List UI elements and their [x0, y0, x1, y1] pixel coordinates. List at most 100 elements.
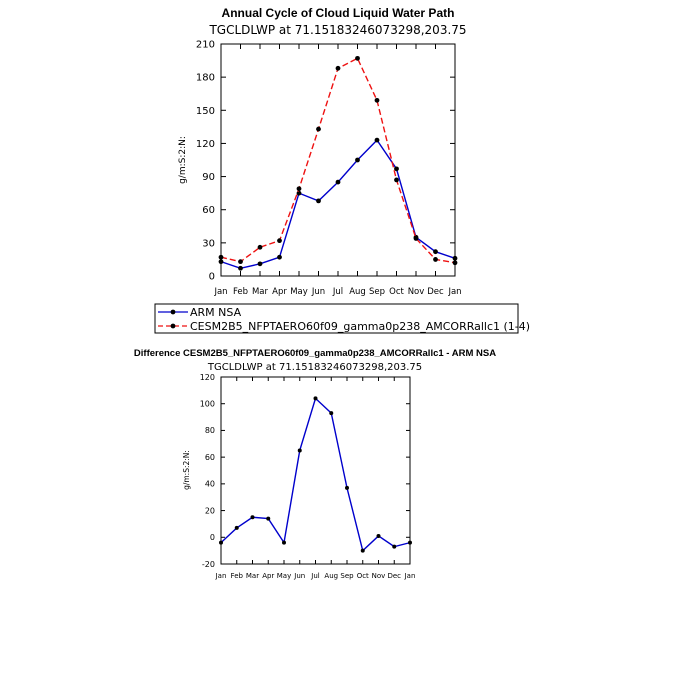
- series-1-point: [296, 186, 302, 192]
- chart1-y-ticks: 0 30 60 90 120 150 180 210: [196, 40, 455, 283]
- chart1-legend: ARM NSA CESM2B5_NFPTAERO60f09_gamma0p238…: [154, 303, 530, 334]
- series-0-point: [257, 261, 263, 267]
- series-1-point: [452, 260, 458, 266]
- series-1-point: [374, 97, 380, 103]
- x-tick-label: Jan: [213, 287, 227, 297]
- series-0-point: [234, 525, 239, 530]
- y-tick-label: 60: [205, 453, 215, 462]
- chart2-title: Difference CESM2B5_NFPTAERO60f09_gamma0p…: [134, 348, 496, 359]
- y-tick-label: -20: [202, 560, 215, 569]
- y-tick-label: 120: [200, 373, 215, 382]
- series-1-point: [277, 238, 282, 244]
- x-tick-label: Oct: [389, 287, 404, 297]
- chart2-plot-frame: [220, 376, 411, 565]
- x-tick-label: Oct: [357, 572, 369, 580]
- series-0-point: [316, 198, 321, 204]
- series-1-point: [238, 259, 243, 265]
- x-tick-label: Aug: [349, 287, 366, 297]
- y-tick-label: 0: [209, 272, 215, 283]
- x-tick-label: Dec: [387, 572, 401, 580]
- chart1-x-ticks: Jan Feb Mar Apr May Jun Jul Aug Sep Oct Nov Dec Jan: [213, 44, 462, 297]
- x-tick-label: May: [290, 287, 308, 297]
- x-tick-label: Apr: [262, 572, 274, 580]
- chart2-y-ticks: -20 0 20 40 60 80 100 120: [200, 373, 410, 569]
- x-tick-label: May: [277, 572, 291, 580]
- chart2-y-axis-label: g/m:S:2:N:: [182, 450, 191, 490]
- series-1-point: [316, 126, 321, 132]
- x-tick-label: Sep: [369, 287, 385, 297]
- chart1-plot-frame: [220, 43, 456, 277]
- series-0-point: [408, 540, 412, 545]
- series-0-point: [218, 259, 224, 265]
- y-tick-label: 210: [196, 40, 215, 51]
- y-tick-label: 90: [202, 172, 215, 183]
- x-tick-label: Apr: [272, 287, 287, 297]
- x-tick-label: Mar: [252, 287, 269, 297]
- y-tick-label: 150: [196, 106, 215, 117]
- x-tick-label: Mar: [246, 572, 259, 580]
- series-0-point: [266, 516, 271, 521]
- series-0-point: [329, 411, 334, 416]
- series-0-point: [392, 544, 397, 549]
- series-0-point: [374, 137, 380, 143]
- y-tick-label: 60: [202, 205, 215, 216]
- x-tick-label: Sep: [340, 572, 354, 580]
- y-tick-label: 100: [200, 400, 215, 409]
- series-0-point: [433, 249, 438, 255]
- x-tick-label: Feb: [231, 572, 244, 580]
- x-tick-label: Nov: [372, 572, 386, 580]
- series-0-point: [277, 254, 282, 260]
- y-tick-label: 40: [205, 480, 215, 489]
- series-line-0: [220, 139, 456, 269]
- legend-label-cesm: CESM2B5_NFPTAERO60f09_gamma0p238_AMCORRa…: [190, 320, 530, 333]
- series-1-point: [335, 65, 341, 71]
- series-0-point: [297, 448, 302, 453]
- legend-marker-arm: [170, 309, 176, 315]
- chart2-subtitle: TGCLDLWP at 71.15183246073298,203.75: [207, 362, 422, 373]
- series-1-point: [433, 257, 438, 262]
- chart2-x-ticks: Jan Feb Mar Apr May Jun Jul Aug Sep Oct Nov Dec Jan: [215, 377, 416, 580]
- y-tick-label: 180: [196, 73, 215, 84]
- y-tick-label: 80: [205, 426, 215, 435]
- series-0-point: [452, 255, 458, 261]
- series-0-point: [376, 533, 381, 538]
- legend-frame: [154, 303, 519, 334]
- y-tick-label: 20: [205, 506, 215, 515]
- chart1-y-axis-label: g/m:S:2:N:: [178, 136, 188, 184]
- x-tick-label: Aug: [324, 572, 338, 580]
- series-1-point: [257, 244, 263, 250]
- legend-marker-cesm: [170, 323, 176, 329]
- series-0-point: [219, 540, 223, 545]
- chart2-series: [219, 396, 412, 553]
- series-1-point: [394, 177, 399, 183]
- series-0-point: [296, 190, 302, 196]
- series-0-point: [394, 166, 399, 172]
- series-1-point: [218, 254, 224, 260]
- y-tick-label: 0: [210, 533, 215, 542]
- x-tick-label: Jun: [293, 572, 305, 580]
- series-0-point: [360, 548, 365, 553]
- chart1-subtitle: TGCLDLWP at 71.15183246073298,203.75: [208, 23, 466, 37]
- series-0-point: [335, 179, 341, 185]
- y-tick-label: 30: [202, 238, 215, 249]
- x-tick-label: Feb: [233, 287, 248, 297]
- x-tick-label: Dec: [427, 287, 444, 297]
- series-1-point: [355, 55, 360, 61]
- series-line-0: [220, 397, 411, 552]
- series-0-point: [345, 485, 349, 490]
- series-1-point: [413, 236, 419, 241]
- x-tick-label: Jan: [404, 572, 416, 580]
- series-line-1: [220, 57, 456, 264]
- x-tick-label: Jul: [310, 572, 320, 580]
- x-tick-label: Jul: [332, 287, 343, 297]
- series-0-point: [313, 396, 318, 401]
- y-tick-label: 120: [196, 139, 215, 150]
- annual-cycle-chart: Annual Cycle of Cloud Liquid Water Path …: [178, 6, 467, 297]
- difference-chart: Difference CESM2B5_NFPTAERO60f09_gamma0p…: [134, 348, 496, 580]
- x-tick-label: Jun: [311, 287, 325, 297]
- series-0-point: [282, 540, 286, 545]
- series-0-point: [238, 265, 243, 271]
- chart1-title: Annual Cycle of Cloud Liquid Water Path: [222, 6, 455, 20]
- x-tick-label: Jan: [215, 572, 227, 580]
